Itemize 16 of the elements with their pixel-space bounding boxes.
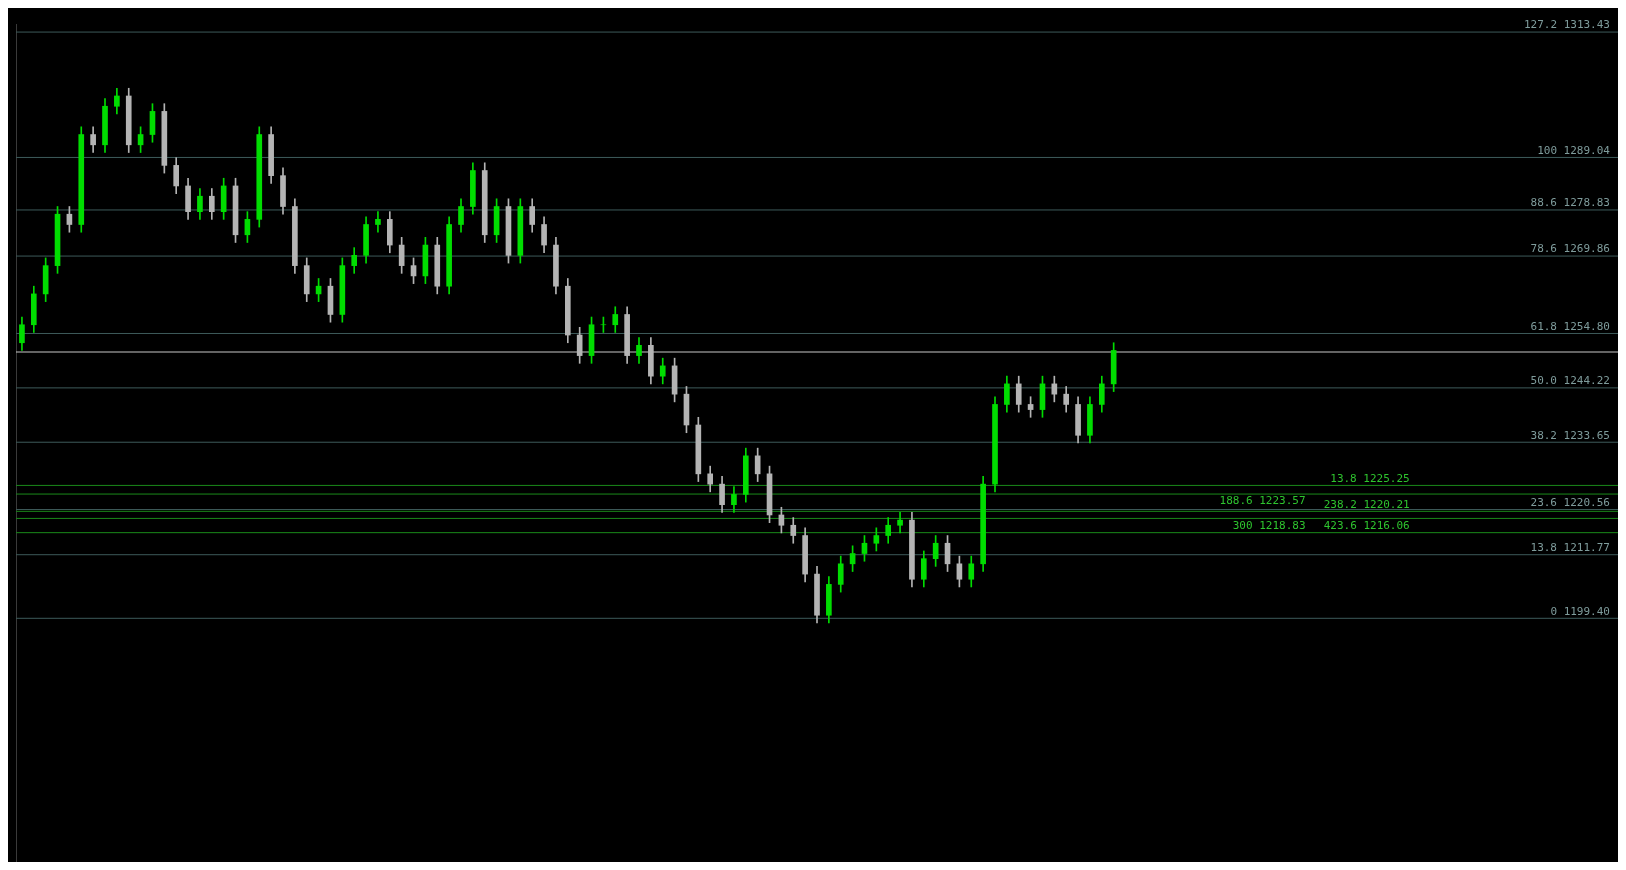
ref-line-label: 127.2 1313.43	[1523, 18, 1610, 32]
ref-line-label: 188.6 1223.57	[1219, 494, 1306, 508]
ref-line-label: 13.8 1225.25	[1330, 471, 1410, 485]
ref-line-label: 0 1199.40	[1550, 604, 1610, 618]
ref-line-label: 13.8 1211.77	[1530, 541, 1610, 555]
ref-line-label: 61.8 1254.80	[1530, 319, 1610, 333]
ref-line-label: 78.6 1269.86	[1530, 242, 1610, 256]
ref-line-label: 88.6 1278.83	[1530, 196, 1610, 210]
ref-line-label: 100 1289.04	[1537, 143, 1611, 157]
ref-line-label: 50.0 1244.22	[1530, 374, 1610, 388]
ref-line-label: 300 1218.83	[1232, 518, 1306, 532]
ref-line-label: 238.2 1220.21	[1323, 497, 1410, 511]
ref-line-label: 23.6 1220.56	[1530, 495, 1610, 509]
ref-line-label: 38.2 1233.65	[1530, 428, 1610, 442]
ref-line-label: 423.6 1216.06	[1323, 519, 1410, 533]
candlestick	[375, 211, 381, 233]
